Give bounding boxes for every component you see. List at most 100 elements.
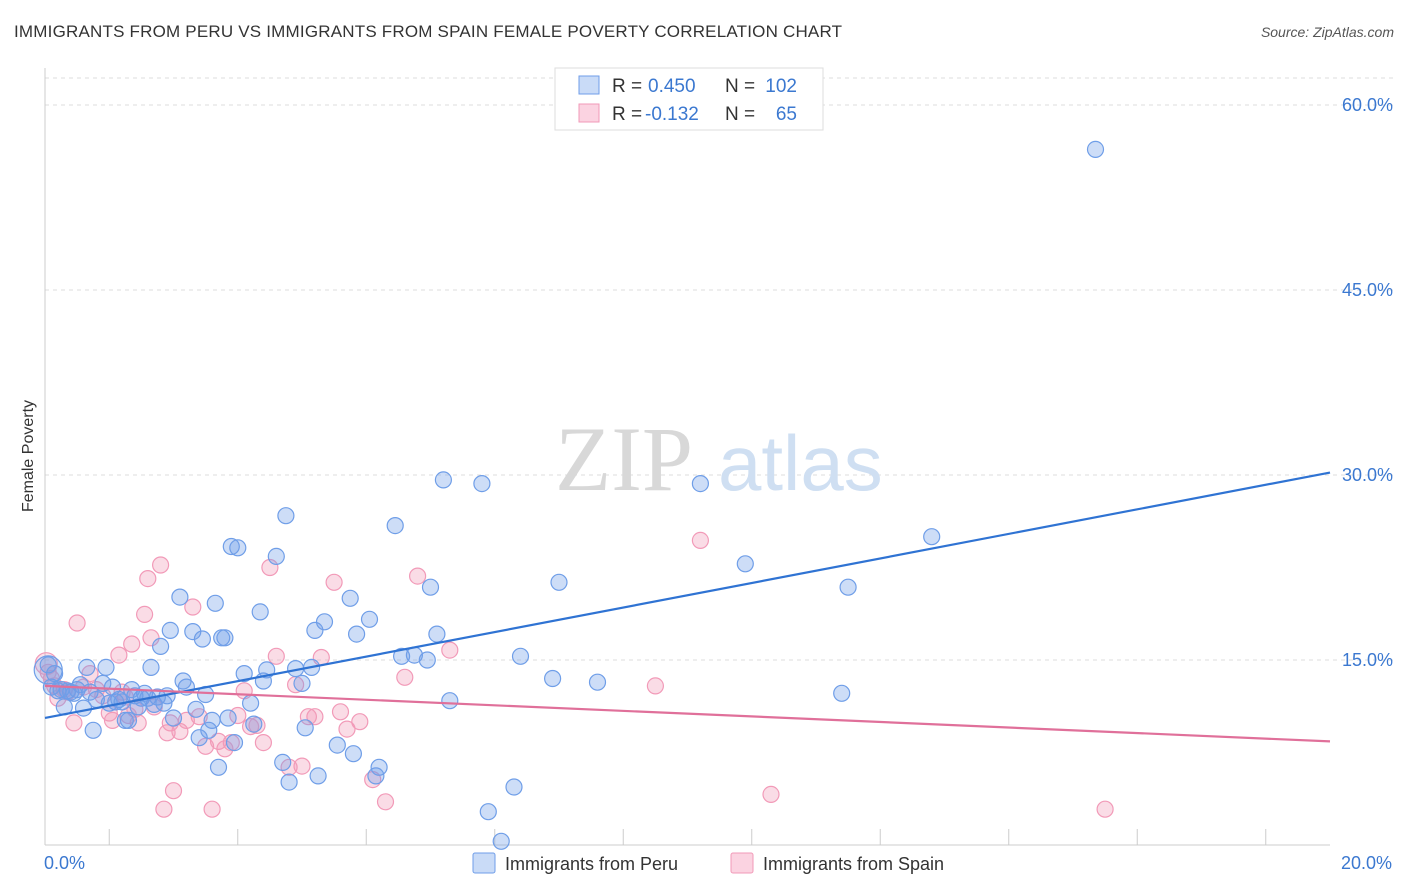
legend-swatch-spain	[730, 852, 754, 874]
chart-title: IMMIGRANTS FROM PERU VS IMMIGRANTS FROM …	[14, 22, 843, 41]
y-tick-label: 30.0%	[1342, 465, 1393, 485]
peru-point	[360, 610, 379, 628]
spain-point	[155, 800, 173, 818]
grid-lines	[45, 77, 1393, 661]
peru-point	[588, 673, 607, 691]
spain-point	[203, 800, 221, 818]
watermark: ZIP atlas	[555, 408, 883, 510]
peru-point	[209, 758, 228, 776]
watermark-atlas: atlas	[718, 419, 883, 507]
peru-point	[229, 539, 247, 557]
spain-point	[325, 573, 343, 591]
y-axis-label: Female Poverty	[20, 400, 37, 512]
peru-point	[328, 736, 346, 754]
peru-point	[543, 669, 562, 688]
peru-point	[344, 745, 362, 763]
peru-point	[206, 594, 224, 612]
y-tick-labels: 15.0% 30.0% 45.0% 60.0%	[1342, 95, 1393, 670]
stats-peru-n-label: N =	[725, 76, 755, 97]
stats-spain-r-label: R =	[612, 104, 642, 125]
peru-point	[492, 832, 510, 850]
stats-spain-r-value: -0.132	[645, 104, 699, 125]
spain-point	[177, 711, 195, 730]
peru-point	[341, 589, 359, 607]
peru-point	[97, 658, 115, 677]
peru-point	[386, 516, 404, 535]
x-tick-label-max: 20.0%	[1341, 853, 1392, 873]
peru-point	[216, 629, 234, 647]
peru-point	[833, 684, 851, 702]
x-ticks	[108, 829, 1267, 845]
spain-point	[1096, 800, 1114, 818]
legend-label-spain: Immigrants from Spain	[763, 854, 944, 874]
stats-spain-n-value: 65	[776, 104, 797, 125]
peru-point	[315, 613, 334, 631]
peru-point	[434, 471, 452, 489]
spain-point	[242, 717, 260, 736]
peru-point	[393, 647, 411, 665]
spain-point	[396, 668, 414, 686]
spain-point	[293, 757, 311, 775]
peru-point	[235, 664, 253, 683]
peru-point	[370, 758, 388, 776]
peru-point	[839, 578, 857, 596]
peru-point	[142, 658, 160, 677]
peru-point	[550, 573, 568, 591]
y-tick-label: 15.0%	[1342, 650, 1393, 670]
peru-point	[187, 700, 205, 718]
spain-point	[229, 706, 247, 725]
peru-point	[505, 778, 523, 796]
spain-point	[409, 567, 427, 585]
peru-point	[277, 507, 295, 525]
spain-point	[646, 677, 665, 695]
stats-legend-box	[554, 67, 824, 131]
peru-point	[219, 709, 237, 727]
spain-point	[164, 782, 183, 800]
peru-point	[428, 625, 446, 643]
peru-point	[242, 694, 260, 712]
stats-peru-n-value: 102	[765, 76, 797, 97]
peru-point	[68, 680, 86, 699]
peru-point	[193, 630, 211, 648]
stats-peru-r-value: 0.450	[648, 76, 696, 97]
peru-point	[280, 773, 298, 791]
series-peru-points	[33, 140, 1105, 850]
spain-point	[299, 708, 317, 726]
spain-point	[441, 641, 459, 659]
peru-point	[161, 621, 179, 640]
spain-point	[136, 605, 154, 624]
spain-point	[351, 713, 369, 731]
peru-point	[45, 664, 64, 683]
peru-point	[511, 647, 530, 665]
x-tick-label-min: 0.0%	[44, 853, 85, 873]
spain-point	[184, 598, 202, 616]
spain-point	[306, 708, 324, 726]
watermark-zip: ZIP	[555, 408, 693, 510]
legend-label-peru: Immigrants from Peru	[505, 854, 678, 874]
spain-point	[691, 531, 710, 550]
peru-point	[293, 674, 311, 693]
peru-point	[203, 711, 221, 730]
series-spain-points	[34, 531, 1114, 818]
peru-point	[84, 721, 102, 739]
spain-point	[68, 614, 86, 632]
peru-point	[479, 803, 497, 821]
peru-point	[306, 621, 324, 640]
legend-swatch-peru	[472, 852, 496, 874]
peru-point	[736, 555, 754, 573]
peru-point	[309, 767, 327, 785]
peru-point	[274, 753, 292, 772]
peru-point	[171, 588, 189, 606]
stats-legend: R = 0.450 N = 102 R = -0.132 N = 65	[554, 67, 824, 131]
peru-point	[222, 537, 240, 556]
peru-point	[78, 658, 96, 677]
y-tick-label: 60.0%	[1342, 95, 1393, 115]
stats-legend-swatch-spain	[578, 103, 600, 123]
spain-point	[142, 629, 160, 647]
peru-point	[164, 709, 183, 727]
stats-peru-r-label: R =	[612, 76, 642, 97]
peru-point	[251, 603, 269, 621]
peru-point	[39, 656, 57, 674]
peru-point	[119, 711, 138, 730]
